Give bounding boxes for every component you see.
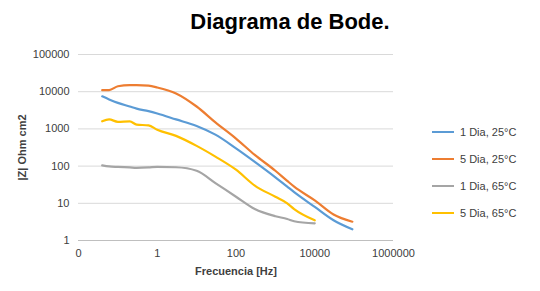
html-text:5 Dia, 25°C: 5 Dia, 25°C bbox=[460, 152, 517, 165]
svg-text:100000: 100000 bbox=[33, 48, 70, 60]
svg-text:10000: 10000 bbox=[299, 247, 330, 259]
svg-text:1000: 1000 bbox=[45, 122, 69, 134]
svg-text:100: 100 bbox=[227, 247, 245, 259]
html-text:Diagrama de Bode.: Diagrama de Bode. bbox=[190, 9, 390, 34]
svg-text:1000000: 1000000 bbox=[372, 247, 415, 259]
svg-text:10: 10 bbox=[57, 197, 69, 209]
svg-text:1: 1 bbox=[63, 234, 69, 246]
html-text:5 Dia, 65°C: 5 Dia, 65°C bbox=[460, 206, 517, 219]
svg-text:10000: 10000 bbox=[39, 85, 70, 97]
svg-text:100: 100 bbox=[51, 160, 69, 172]
svg-text:|Z| Ohm cm2: |Z| Ohm cm2 bbox=[16, 114, 28, 180]
html-text:1 Dia, 65°C: 1 Dia, 65°C bbox=[460, 179, 517, 192]
html-text:1 Dia, 25°C: 1 Dia, 25°C bbox=[460, 125, 517, 138]
svg-text:1: 1 bbox=[154, 247, 160, 259]
svg-text:0: 0 bbox=[75, 247, 81, 259]
svg-text:Frecuencia [Hz]: Frecuencia [Hz] bbox=[195, 265, 277, 277]
